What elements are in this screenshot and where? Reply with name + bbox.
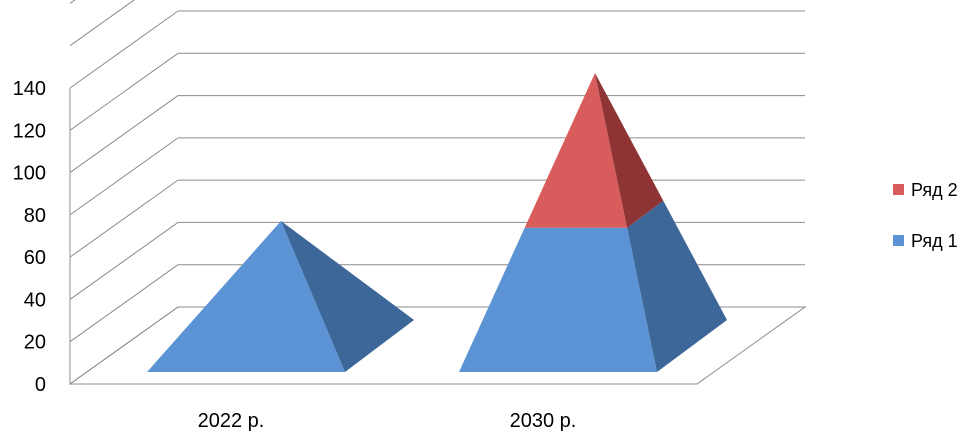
side-wall-gridline xyxy=(69,264,179,343)
pyramid-segment-front-ряд-1 xyxy=(459,227,657,372)
y-tick-label: 20 xyxy=(24,332,46,354)
legend-label: Ряд 1 xyxy=(911,231,958,251)
side-wall-gridline xyxy=(69,10,179,89)
side-wall-gridline xyxy=(69,179,179,258)
x-axis: 2022 р. 2030 р. xyxy=(198,410,577,432)
side-wall-gridline xyxy=(69,306,179,385)
x-category-label: 2022 р. xyxy=(198,410,265,432)
y-tick-label: 100 xyxy=(13,163,46,185)
pyramid-segment-side-ряд-1 xyxy=(281,221,414,372)
pyramid-segment-side-ряд-1 xyxy=(627,200,727,372)
y-axis: 0 20 40 60 80 100 120 140 xyxy=(13,78,71,396)
side-wall-gridline xyxy=(69,95,179,173)
y-tick-label: 80 xyxy=(24,205,46,227)
chart-grid xyxy=(68,0,807,385)
pyramid-segment-front-ряд-1 xyxy=(147,221,345,372)
y-tick-label: 140 xyxy=(13,78,46,100)
y-tick-label: 120 xyxy=(13,120,46,142)
side-wall-gridline xyxy=(69,52,179,131)
side-wall-gridline xyxy=(69,222,179,300)
legend-label: Ряд 2 xyxy=(911,180,958,200)
chart-legend: Ряд 2 Ряд 1 xyxy=(893,180,958,251)
chart-plot-area xyxy=(147,73,727,372)
side-wall-gridline xyxy=(69,137,179,216)
legend-swatch xyxy=(893,235,904,246)
pyramid-segment-front-ряд-2 xyxy=(524,73,628,228)
y-tick-label: 40 xyxy=(24,289,46,311)
y-tick-label: 60 xyxy=(24,247,46,269)
side-wall-gridline xyxy=(69,0,76,4)
side-wall-gridline xyxy=(69,0,135,47)
legend-swatch xyxy=(893,184,904,195)
x-category-label: 2030 р. xyxy=(510,410,577,432)
pyramid-segment-side-ряд-2 xyxy=(595,73,664,228)
y-tick-label: 0 xyxy=(35,374,46,396)
